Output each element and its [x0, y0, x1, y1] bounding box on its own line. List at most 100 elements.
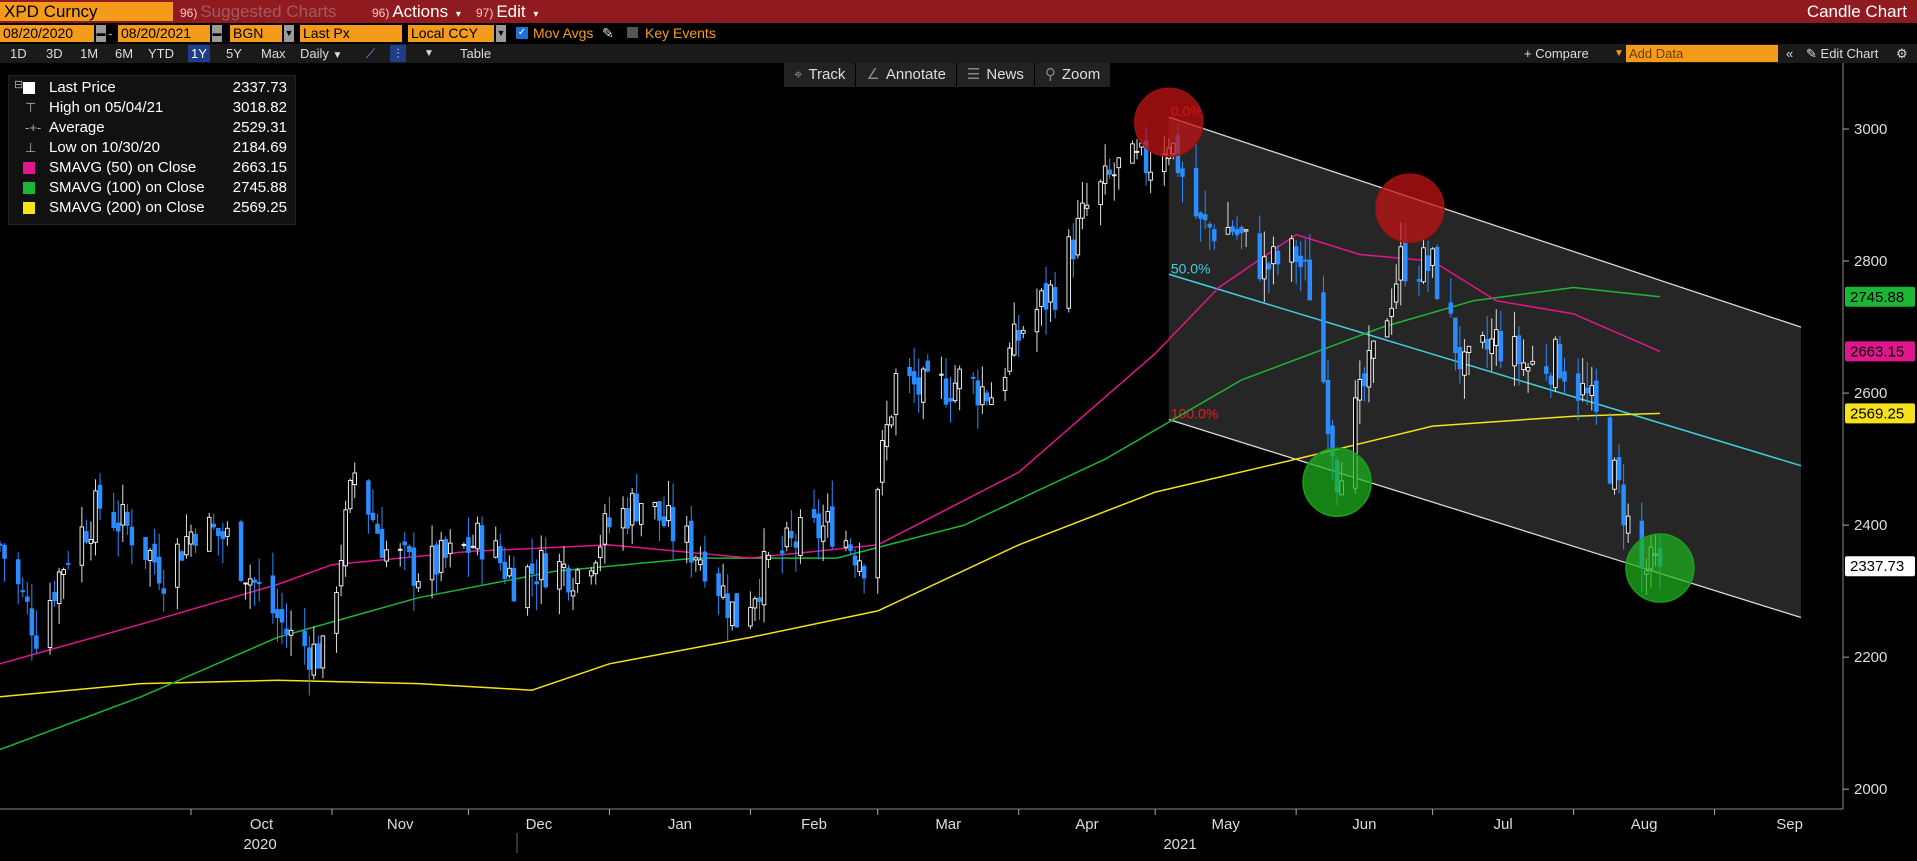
period-5y[interactable]: 5Y: [226, 46, 242, 61]
chevron-down-icon[interactable]: ▼: [1614, 48, 1624, 59]
candle-body: [1325, 380, 1331, 435]
period-3d[interactable]: 3D: [46, 46, 63, 61]
zoom-button[interactable]: ⚲ Zoom: [1035, 63, 1112, 87]
compare-button[interactable]: + Compare: [1524, 46, 1589, 61]
candle-body: [1366, 350, 1372, 388]
period-6m[interactable]: 6M: [115, 46, 134, 61]
calendar-icon[interactable]: ▬: [212, 25, 222, 42]
candle-body: [1457, 347, 1463, 370]
edit-chart-button[interactable]: ✎ Edit Chart: [1806, 45, 1878, 62]
period-max[interactable]: Max: [261, 46, 286, 61]
candle-body: [1262, 256, 1267, 280]
candle-body: [634, 493, 639, 522]
chevron-down-icon[interactable]: ▼: [424, 48, 434, 59]
x-month-label: Feb: [801, 816, 827, 833]
chevron-down-icon[interactable]: ▼: [284, 25, 294, 42]
candle-body: [889, 416, 894, 426]
pencil-icon[interactable]: ✎: [602, 25, 614, 41]
field-selector[interactable]: Last Px: [300, 25, 402, 42]
annotate-button[interactable]: ∠ Annotate: [856, 63, 957, 87]
date-from-field[interactable]: 08/20/2020: [0, 25, 94, 42]
candle-body: [1257, 233, 1263, 280]
candle-body: [1289, 238, 1294, 263]
mov-avgs-checkbox[interactable]: ✓: [516, 27, 528, 39]
table-button[interactable]: Table: [460, 46, 492, 61]
key-events-checkbox[interactable]: [627, 27, 638, 38]
period-ytd[interactable]: YTD: [148, 46, 174, 61]
candle-body: [557, 561, 562, 590]
candle-body: [279, 609, 285, 623]
zoom-icon: ⚲: [1044, 66, 1056, 83]
collapse-icon[interactable]: «: [1786, 46, 1794, 61]
candle-chart-icon[interactable]: ⫶: [390, 45, 406, 62]
channel-level-label: 100.0%: [1171, 405, 1218, 421]
candle-body: [1616, 457, 1622, 481]
candle-body: [543, 553, 549, 588]
candle-body: [15, 559, 21, 585]
candle-body: [784, 527, 790, 548]
period-1y[interactable]: 1Y: [188, 45, 210, 62]
ticker-field[interactable]: XPD Curncy: [0, 2, 173, 21]
y-tick-label: 2600: [1854, 385, 1887, 402]
candle-body: [625, 508, 630, 529]
candle-body: [379, 529, 385, 558]
candle-body: [1625, 515, 1631, 534]
news-button[interactable]: ☰ News: [957, 63, 1035, 87]
candle-body: [920, 368, 926, 403]
period-1m[interactable]: 1M: [80, 46, 99, 61]
edit-menu[interactable]: 97) Edit ▾: [476, 2, 538, 21]
candle-body: [29, 608, 35, 636]
candle-body: [475, 522, 480, 550]
candle-body: [1544, 366, 1549, 374]
candle-body: [56, 571, 62, 604]
track-button[interactable]: ⌖ Track: [784, 63, 857, 87]
high-marker-icon: ⊤: [25, 100, 37, 115]
candle-body: [493, 540, 498, 558]
candle-body: [2, 544, 7, 559]
candle-body: [598, 546, 603, 559]
source-field[interactable]: BGN: [230, 25, 282, 42]
currency-selector[interactable]: Local CCY: [408, 25, 494, 42]
candle-body: [1434, 246, 1440, 300]
candle-body: [1512, 336, 1517, 367]
period-1d[interactable]: 1D: [10, 46, 27, 61]
candle-body: [1575, 373, 1581, 401]
candle-body: [1180, 168, 1185, 177]
suggested-charts-menu[interactable]: 96) Suggested Charts: [180, 2, 350, 21]
legend-value: 2529.31: [232, 119, 287, 136]
actions-menu[interactable]: 96) Actions ▾: [372, 2, 461, 21]
y-tick-label: 2200: [1854, 649, 1887, 666]
low-marker-icon: ⊥: [25, 140, 37, 155]
candle-body: [880, 440, 885, 483]
legend-value: 3018.82: [232, 99, 287, 116]
candle-body: [911, 371, 917, 385]
candle-body: [461, 544, 467, 547]
candle-body: [1371, 340, 1376, 359]
calendar-icon[interactable]: ▬: [96, 25, 106, 42]
candle-body: [443, 539, 448, 558]
candle-body: [957, 368, 962, 390]
frequency-label: Daily: [300, 46, 329, 61]
candle-body: [1484, 338, 1490, 350]
candle-body: [411, 547, 417, 586]
candle-body: [1421, 247, 1426, 283]
line-chart-icon[interactable]: ⟋: [366, 46, 376, 61]
x-year-label: 2021: [1163, 836, 1196, 853]
settings-icon[interactable]: ⚙: [1896, 46, 1908, 61]
candle-body: [1357, 378, 1363, 401]
date-to-field[interactable]: 08/20/2021: [118, 25, 210, 42]
candle-body: [1589, 385, 1595, 397]
candle-body: [1607, 417, 1613, 484]
candle-body: [666, 505, 671, 522]
candle-body: [1130, 143, 1135, 164]
candle-body: [607, 517, 612, 528]
mov-avgs-label: Mov Avgs: [533, 25, 594, 41]
frequency-selector[interactable]: Daily ▼: [300, 45, 342, 62]
candle-body: [375, 523, 380, 534]
price-tag-box: [1845, 286, 1915, 307]
collapse-legend-icon[interactable]: ⊟: [14, 79, 24, 91]
chevron-down-icon[interactable]: ▼: [496, 25, 506, 42]
add-data-input[interactable]: Add Data: [1626, 45, 1778, 62]
candle-body: [689, 520, 694, 563]
highlight-circles: [1134, 87, 1695, 603]
